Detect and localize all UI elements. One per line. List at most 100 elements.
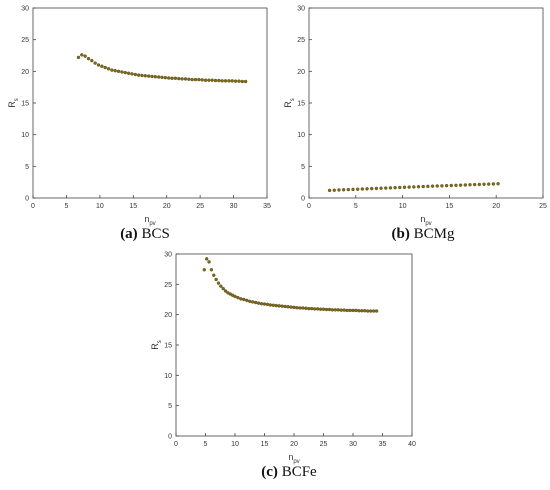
x-tick-label: 10: [231, 441, 239, 448]
data-point: [458, 183, 463, 187]
data-point: [253, 300, 258, 305]
data-point: [83, 54, 87, 58]
data-point: [210, 78, 214, 82]
data-point: [345, 308, 349, 313]
data-point: [96, 63, 101, 67]
data-point: [430, 184, 435, 188]
y-tick-label: 10: [164, 373, 172, 380]
data-point: [227, 79, 231, 83]
data-point: [86, 56, 91, 61]
data-point: [259, 302, 264, 306]
data-point: [190, 77, 194, 82]
data-point: [477, 182, 482, 187]
data-point: [120, 70, 124, 74]
data-point: [242, 297, 246, 302]
data-point: [202, 268, 207, 272]
data-point: [491, 182, 496, 186]
data-point: [496, 182, 500, 186]
data-point: [333, 308, 337, 312]
data-point: [216, 281, 221, 285]
data-point: [289, 305, 293, 309]
x-axis-label: npv: [288, 452, 299, 465]
data-point: [248, 299, 252, 304]
data-point: [454, 183, 458, 188]
y-axis-label: Rs: [150, 340, 163, 350]
data-point: [304, 306, 308, 310]
data-point: [163, 75, 168, 80]
data-point: [106, 67, 111, 71]
x-tick-label: 30: [230, 203, 238, 210]
y-tick-label: 0: [301, 196, 305, 203]
data-point: [213, 78, 218, 83]
data-point: [173, 76, 178, 81]
data-point: [286, 305, 290, 309]
data-point: [371, 309, 376, 313]
data-point: [180, 77, 184, 81]
y-tick-label: 15: [164, 343, 172, 350]
data-point: [332, 188, 336, 192]
x-tick-label: 5: [354, 203, 358, 210]
data-point: [482, 182, 486, 186]
data-point: [245, 298, 249, 303]
data-point: [330, 308, 335, 312]
data-point: [143, 74, 148, 78]
data-point: [90, 58, 94, 63]
panel-caption: (b) BCMg: [392, 226, 455, 242]
data-point: [110, 68, 114, 72]
data-point: [412, 185, 416, 189]
data-point: [449, 183, 453, 188]
data-point: [374, 186, 379, 191]
x-tick-label: 35: [379, 441, 387, 448]
data-point: [193, 77, 198, 82]
data-point: [204, 257, 209, 261]
data-point: [339, 308, 343, 312]
data-point: [487, 182, 491, 186]
data-point: [351, 187, 355, 192]
data-point: [407, 185, 411, 189]
data-point: [416, 185, 421, 189]
data-point: [440, 184, 444, 188]
chart-panel-3: 0 5 10 15 20 25 30 35 40 0 5 10 15 20 25 30 npv Rs (c) BCF…: [150, 252, 416, 481]
data-point: [318, 307, 323, 311]
panel-caption: (c) BCFe: [261, 464, 317, 480]
data-point: [256, 301, 261, 305]
data-point: [197, 77, 201, 82]
x-tick-label: 25: [539, 203, 547, 210]
data-point: [76, 55, 81, 60]
data-point: [426, 184, 430, 189]
plot-frame: [32, 7, 268, 199]
data-point: [170, 76, 174, 81]
x-tick-label: 0: [307, 203, 311, 210]
data-point: [472, 182, 477, 187]
y-tick-label: 15: [21, 101, 29, 108]
data-point: [221, 286, 225, 291]
data-point: [183, 77, 188, 81]
x-axis-label: npv: [144, 214, 155, 227]
data-point: [421, 184, 425, 189]
y-tick-label: 15: [297, 101, 305, 108]
data-point: [80, 53, 84, 57]
data-point: [444, 183, 449, 188]
data-point: [126, 71, 131, 75]
x-tick-label: 20: [163, 203, 171, 210]
x-tick-label: 25: [320, 441, 328, 448]
data-point: [250, 300, 255, 304]
data-point: [219, 284, 223, 288]
data-point: [346, 187, 351, 192]
data-point: [116, 69, 121, 74]
data-point: [136, 73, 141, 77]
data-point: [187, 77, 191, 81]
data-point: [398, 185, 402, 190]
data-point: [337, 188, 341, 192]
data-point: [402, 185, 407, 189]
x-tick-label: 0: [31, 203, 35, 210]
data-point: [100, 64, 104, 68]
data-point: [212, 273, 216, 277]
data-point: [370, 186, 374, 191]
data-point: [298, 306, 302, 310]
x-tick-label: 30: [349, 441, 357, 448]
data-point: [388, 186, 393, 190]
x-tick-label: 5: [204, 441, 208, 448]
data-point: [327, 188, 332, 193]
